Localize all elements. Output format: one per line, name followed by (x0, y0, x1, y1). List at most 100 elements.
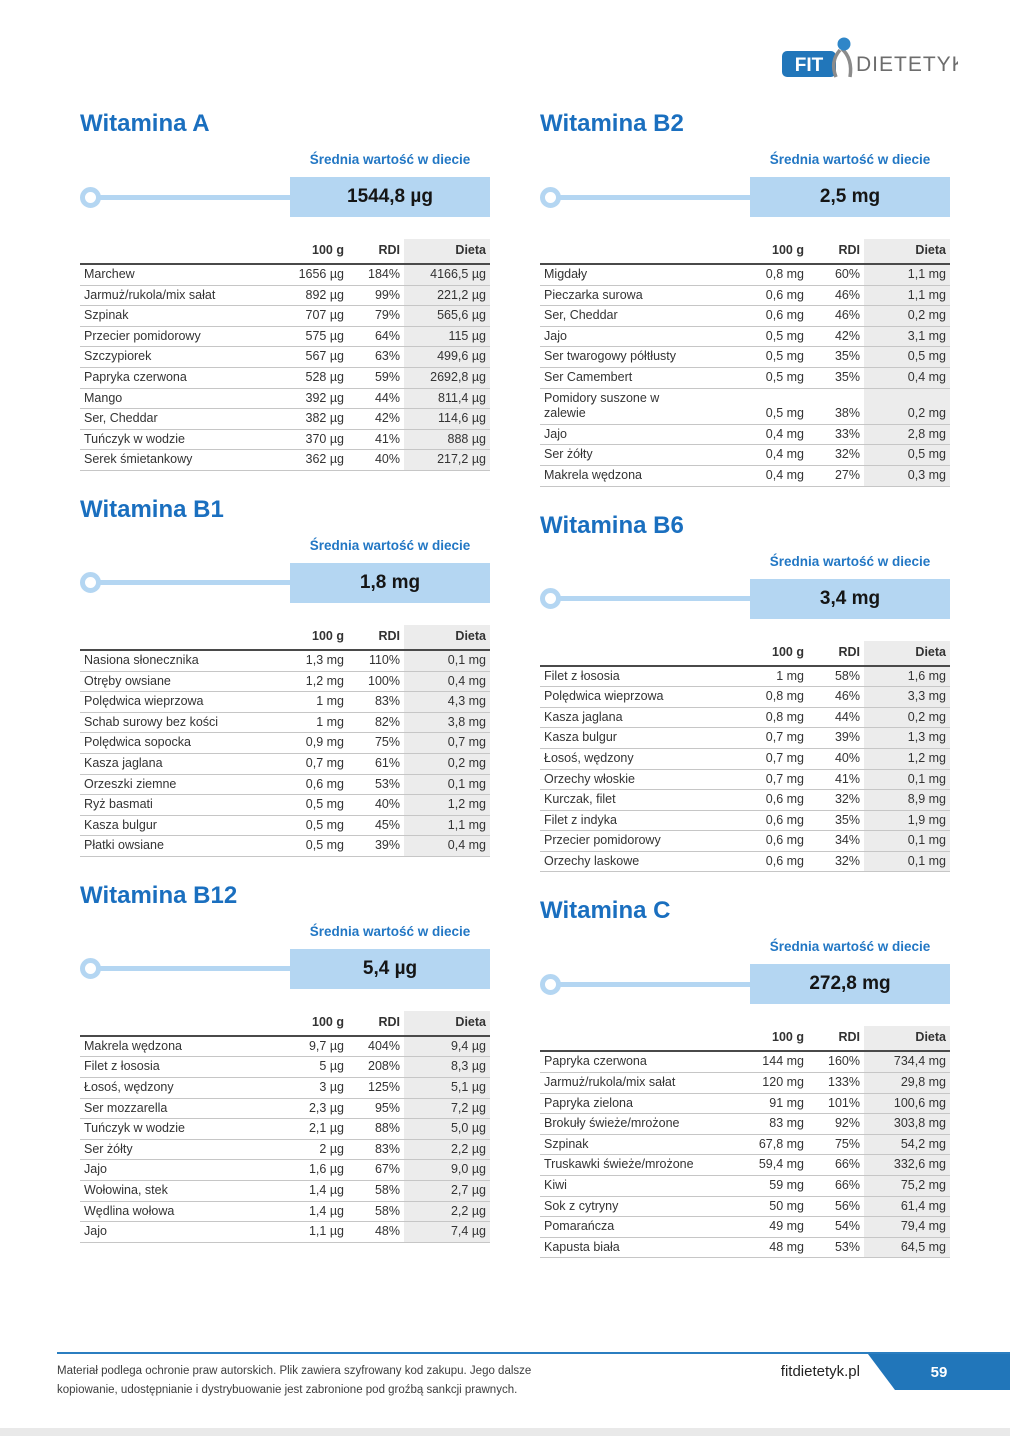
value-100g: 1,2 mg (276, 671, 348, 693)
product-name: Przecier pomidorowy (540, 830, 736, 852)
product-name: Nasiona słonecznika (80, 649, 276, 672)
product-name: Płatki owsiane (80, 835, 276, 857)
table-row: Przecier pomidorowy 575 µg 64% 115 µg (80, 326, 490, 348)
value-diet: 2,7 µg (404, 1180, 490, 1202)
table-row: Brokuły świeże/mrożone 83 mg 92% 303,8 mg (540, 1113, 950, 1135)
value-100g: 1,3 mg (276, 649, 348, 672)
col-rdi-header: RDI (348, 239, 404, 265)
footer-divider (57, 1352, 1010, 1354)
product-name: Kapusta biała (540, 1237, 736, 1259)
value-diet: 2,2 µg (404, 1201, 490, 1223)
value-diet: 0,1 mg (864, 851, 950, 873)
product-name: Jajo (540, 424, 736, 446)
product-name: Ser mozzarella (80, 1098, 276, 1120)
value-100g: 0,5 mg (736, 388, 808, 425)
gauge-circle-icon (80, 958, 101, 980)
value-rdi: 125% (348, 1077, 404, 1099)
avg-value: 1,8 mg (290, 562, 490, 603)
vitamin-table: 100 g RDI Dieta Nasiona słonecznika 1,3 m… (80, 624, 490, 857)
product-name: Przecier pomidorowy (80, 326, 276, 348)
table-row: Polędwica wieprzowa 0,8 mg 46% 3,3 mg (540, 686, 950, 708)
table-row: Pomarańcza 49 mg 54% 79,4 mg (540, 1216, 950, 1238)
table-row: Łosoś, wędzony 3 µg 125% 5,1 µg (80, 1077, 490, 1099)
col-rdi-header: RDI (808, 640, 864, 667)
col-rdi-header: RDI (808, 239, 864, 265)
value-diet: 100,6 mg (864, 1093, 950, 1115)
table-row: Makrela wędzona 0,4 mg 27% 0,3 mg (540, 465, 950, 487)
product-name: Szpinak (80, 305, 276, 327)
table-row: Kasza jaglana 0,7 mg 61% 0,2 mg (80, 753, 490, 775)
product-name: Marchew (80, 264, 276, 286)
table-row: Ryż basmati 0,5 mg 40% 1,2 mg (80, 794, 490, 816)
value-diet: 9,4 µg (404, 1035, 490, 1058)
value-diet: 332,6 mg (864, 1154, 950, 1177)
value-diet: 7,2 µg (404, 1098, 490, 1120)
col-100g-header: 100 g (276, 1010, 348, 1037)
value-rdi: 40% (808, 748, 864, 770)
value-rdi: 60% (808, 264, 864, 286)
value-diet: 0,2 mg (864, 388, 950, 425)
table-row: Otręby owsiane 1,2 mg 100% 0,4 mg (80, 671, 490, 693)
column-left: Witamina A Średnia wartość w diecie 1544… (80, 110, 490, 1283)
table-row: Jajo 0,5 mg 42% 3,1 mg (540, 326, 950, 348)
product-name: Otręby owsiane (80, 671, 276, 693)
value-100g: 2 µg (276, 1139, 348, 1161)
value-rdi: 35% (808, 810, 864, 832)
gauge-circle-icon (540, 186, 561, 208)
value-rdi: 110% (348, 649, 404, 672)
avg-caption: Średnia wartość w diecie (309, 152, 471, 167)
vitamin-section: Witamina B2 Średnia wartość w diecie 2,5… (540, 110, 950, 487)
product-name: Truskawki świeże/mrożone (540, 1154, 736, 1177)
product-name: Mango (80, 388, 276, 410)
table-row: Migdały 0,8 mg 60% 1,1 mg (540, 264, 950, 286)
value-rdi: 83% (348, 1139, 404, 1161)
col-100g-header: 100 g (276, 239, 348, 265)
product-name: Filet z łososia (540, 665, 736, 688)
page-edge (0, 1428, 1010, 1436)
table-row: Ser żółty 2 µg 83% 2,2 µg (80, 1139, 490, 1161)
value-rdi: 41% (348, 429, 404, 451)
value-rdi: 42% (348, 408, 404, 430)
value-rdi: 95% (348, 1098, 404, 1120)
avg-caption: Średnia wartość w diecie (769, 553, 931, 569)
value-100g: 0,6 mg (736, 830, 808, 852)
table-row: Tuńczyk w wodzie 2,1 µg 88% 5,0 µg (80, 1118, 490, 1140)
col-product-header (80, 624, 276, 651)
value-rdi: 40% (348, 449, 404, 471)
value-rdi: 160% (808, 1051, 864, 1074)
value-diet: 217,2 µg (404, 449, 490, 471)
value-100g: 370 µg (276, 429, 348, 451)
vitamin-table: 100 g RDI Dieta Makrela wędzona 9,7 µg 404… (80, 1010, 490, 1243)
avg-value: 2,5 mg (750, 177, 950, 217)
product-name: Papryka czerwona (80, 367, 276, 389)
product-name: Ryż basmati (80, 794, 276, 816)
col-diet-header: Dieta (404, 1010, 490, 1037)
value-100g: 0,8 mg (736, 707, 808, 729)
value-rdi: 61% (348, 753, 404, 775)
avg-gauge: 2,5 mg (540, 177, 950, 217)
gauge-line (100, 580, 290, 586)
table-row: Wędlina wołowa 1,4 µg 58% 2,2 µg (80, 1201, 490, 1223)
value-rdi: 32% (808, 851, 864, 873)
table-row: Jarmuż/rukola/mix sałat 120 mg 133% 29,8 mg (540, 1072, 950, 1094)
value-100g: 1656 µg (276, 264, 348, 286)
value-rdi: 45% (348, 815, 404, 837)
value-diet: 0,2 mg (404, 753, 490, 775)
product-name: Jarmuż/rukola/mix sałat (540, 1072, 736, 1094)
content: Witamina A Średnia wartość w diecie 1544… (80, 110, 950, 1283)
vitamin-section: Witamina C Średnia wartość w diecie 272,… (540, 897, 950, 1259)
value-100g: 382 µg (276, 408, 348, 430)
vitamin-section: Witamina B6 Średnia wartość w diecie 3,4… (540, 512, 950, 873)
product-name: Orzechy włoskie (540, 769, 736, 791)
value-rdi: 63% (348, 346, 404, 368)
value-diet: 0,1 mg (404, 649, 490, 672)
value-diet: 0,1 mg (864, 769, 950, 791)
section-title: Witamina C (540, 897, 671, 925)
value-100g: 0,6 mg (736, 810, 808, 832)
product-name: Kasza bulgur (540, 727, 736, 749)
table-row: Serek śmietankowy 362 µg 40% 217,2 µg (80, 449, 490, 471)
logo-fit-badge (782, 51, 836, 77)
gauge-circle-icon (80, 186, 101, 208)
product-name: Pomarańcza (540, 1216, 736, 1238)
value-100g: 1 mg (276, 712, 348, 734)
